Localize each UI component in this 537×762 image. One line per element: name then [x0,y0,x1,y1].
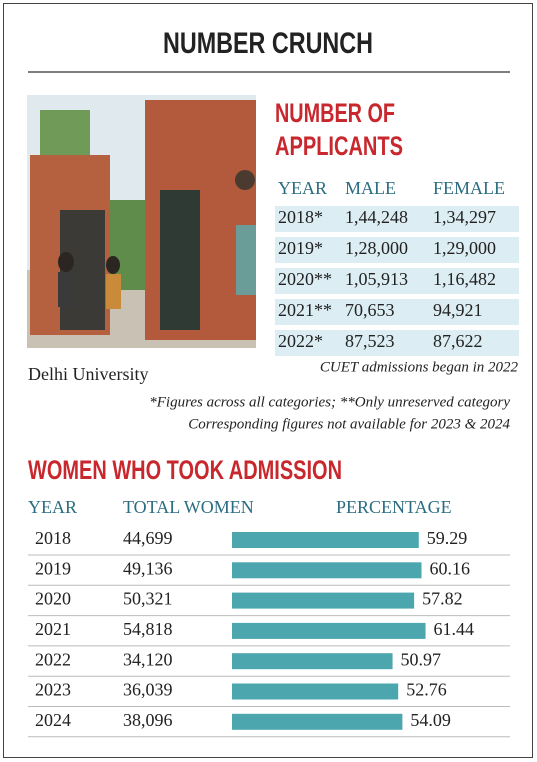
total-label: 38,096 [123,710,173,730]
section-title: APPLICANTS [275,131,403,161]
value-label: 59.29 [427,528,468,548]
category-label: 2019 [35,558,71,578]
chart-title: WOMEN WHO TOOK ADMISSION [28,455,342,485]
table-cell: 1,44,248 [345,207,408,227]
column-header: TOTAL WOMEN [123,497,254,517]
footnote: *Figures across all categories; **Only u… [149,394,510,410]
category-label: 2023 [35,680,71,700]
table-row [275,206,519,232]
table-cell: 2019* [278,238,323,258]
value-label: 54.09 [410,710,451,730]
total-label: 50,321 [123,589,173,609]
bar [232,592,415,609]
value-label: 61.44 [434,619,475,639]
column-header: YEAR [278,178,327,198]
bar [232,562,422,579]
table-row [275,268,519,294]
bar [232,683,399,700]
column-header: YEAR [28,497,77,517]
photo-caption: Delhi University [28,364,148,384]
table-cell: 1,34,297 [433,207,496,227]
table-cell: 1,05,913 [345,269,408,289]
footnote: Corresponding figures not available for … [188,416,510,432]
table-cell: 1,16,482 [433,269,496,289]
category-label: 2024 [35,710,71,730]
bar [232,622,426,639]
table-row [275,237,519,263]
photo [27,95,256,348]
table-cell: 87,622 [433,331,483,351]
value-label: 50.97 [401,649,442,669]
value-label: 60.16 [430,558,471,578]
category-label: 2018 [35,528,71,548]
table-cell: 2018* [278,207,323,227]
column-header: FEMALE [433,178,505,198]
category-label: 2022 [35,649,71,669]
table-cell: 2021** [278,300,332,320]
table-cell: 70,653 [345,300,395,320]
value-label: 52.76 [406,680,447,700]
section-title: NUMBER OF [275,98,395,128]
table-cell: 2022* [278,331,323,351]
total-label: 34,120 [123,649,173,669]
total-label: 54,818 [123,619,173,639]
total-label: 49,136 [123,558,173,578]
category-label: 2021 [35,619,71,639]
column-header: MALE [345,178,396,198]
table-row [275,330,519,356]
category-label: 2020 [35,589,71,609]
page-title: NUMBER CRUNCH [163,27,373,60]
table-cell: 94,921 [433,300,483,320]
bar [232,653,393,670]
table-cell: 2020** [278,269,332,289]
bar [232,532,419,548]
column-header: PERCENTAGE [336,497,452,517]
note: CUET admissions began in 2022 [320,359,519,375]
total-label: 44,699 [123,528,173,548]
table-cell: 87,523 [345,331,395,351]
table-cell: 1,29,000 [433,238,496,258]
bar [232,713,403,730]
total-label: 36,039 [123,680,173,700]
table-row [275,299,519,325]
table-cell: 1,28,000 [345,238,408,258]
value-label: 57.82 [422,589,463,609]
